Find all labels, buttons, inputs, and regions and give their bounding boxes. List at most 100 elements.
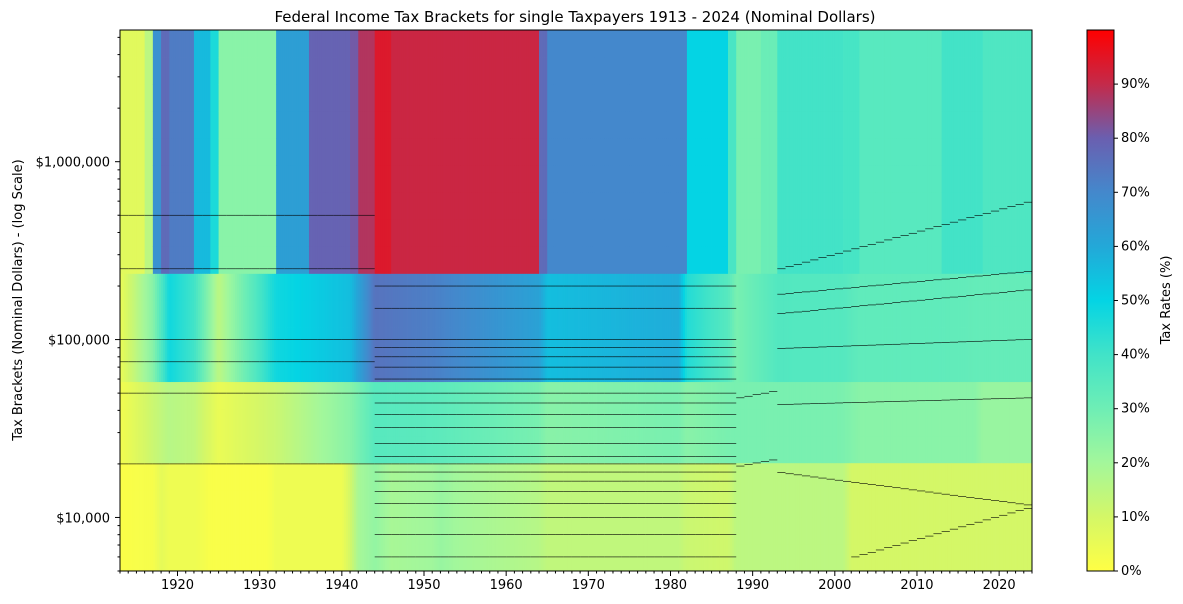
heatmap-cell [549, 516, 552, 545]
heatmap-cell [403, 462, 406, 491]
heatmap-cell [528, 408, 532, 437]
heatmap-cell [399, 300, 402, 328]
heatmap-cell [588, 462, 591, 491]
heatmap-cell [274, 192, 277, 220]
heatmap-cell [389, 192, 392, 220]
heatmap-cell [602, 165, 606, 193]
heatmap-cell [547, 219, 550, 247]
heatmap-cell [267, 273, 271, 301]
heatmap-cell [397, 219, 400, 247]
heatmap-cell [571, 381, 575, 410]
heatmap-cell [360, 138, 363, 166]
heatmap-cell [243, 57, 246, 85]
heatmap-cell [124, 327, 127, 355]
heatmap-cell [374, 219, 378, 247]
heatmap-cell [584, 165, 587, 193]
heatmap-cell [276, 165, 279, 193]
heatmap-cell [522, 300, 526, 328]
heatmap-cell [245, 462, 248, 491]
heatmap-cell [393, 462, 396, 491]
heatmap-cell [625, 57, 628, 85]
heatmap-cell [555, 57, 558, 85]
heatmap-cell [539, 138, 542, 166]
heatmap-cell [130, 354, 133, 383]
heatmap-cell [337, 354, 341, 383]
heatmap-cell [541, 111, 544, 139]
heatmap-cell [532, 381, 536, 410]
heatmap-cell [405, 30, 408, 58]
heatmap-cell [339, 192, 343, 220]
heatmap-cell [594, 462, 597, 491]
heatmap-cell [456, 57, 460, 85]
heatmap-cell [627, 57, 630, 85]
heatmap-cell [520, 57, 523, 85]
heatmap-cell [298, 57, 302, 85]
heatmap-cell [187, 84, 191, 112]
heatmap-cell [156, 300, 160, 328]
heatmap-cell [269, 273, 273, 301]
heatmap-cell [522, 57, 526, 85]
heatmap-cell [631, 543, 634, 571]
heatmap-cell [354, 354, 357, 383]
heatmap-cell [569, 57, 573, 85]
heatmap-cell [323, 84, 326, 112]
heatmap-cell [362, 435, 365, 464]
heatmap-cell [565, 111, 569, 139]
heatmap-cell [421, 138, 425, 166]
heatmap-cell [200, 273, 203, 301]
heatmap-cell [561, 84, 565, 112]
heatmap-cell [120, 30, 123, 58]
heatmap-cell [528, 219, 532, 247]
heatmap-cell [411, 327, 415, 355]
heatmap-cell [407, 381, 411, 410]
heatmap-cell [348, 327, 351, 355]
heatmap-cell [401, 57, 404, 85]
heatmap-cell [216, 462, 219, 491]
heatmap-cell [460, 165, 464, 193]
heatmap-cell [288, 30, 291, 58]
heatmap-cell [265, 327, 269, 355]
heatmap-cell [132, 138, 135, 166]
heatmap-cell [128, 462, 131, 491]
heatmap-cell [489, 327, 493, 355]
heatmap-cell [300, 30, 304, 58]
heatmap-cell [360, 30, 363, 58]
heatmap-cell [274, 138, 277, 166]
heatmap-cell [165, 111, 168, 139]
heatmap-cell [426, 435, 429, 464]
heatmap-cell [241, 462, 244, 491]
heatmap-cell [274, 543, 277, 571]
heatmap-cell [438, 273, 441, 301]
heatmap-cell [304, 219, 308, 247]
heatmap-cell [232, 165, 236, 193]
heatmap-cell [206, 516, 209, 545]
heatmap-cell [578, 219, 581, 247]
heatmap-cell [280, 30, 283, 58]
heatmap-cell [436, 192, 439, 220]
heatmap-cell [485, 408, 489, 437]
heatmap-cell [588, 219, 591, 247]
heatmap-cell [596, 246, 599, 274]
heatmap-cell [413, 246, 417, 274]
heatmap-cell [471, 246, 474, 274]
heatmap-cell [448, 327, 452, 355]
heatmap-cell [477, 354, 480, 383]
heatmap-cell [495, 543, 499, 571]
heatmap-cell [323, 273, 326, 301]
heatmap-cell [343, 246, 347, 274]
heatmap-cell [504, 273, 507, 301]
heatmap-cell [134, 219, 137, 247]
heatmap-cell [362, 138, 365, 166]
heatmap-cell [341, 381, 345, 410]
heatmap-cell [463, 138, 466, 166]
heatmap-cell [421, 354, 425, 383]
heatmap-cell [481, 543, 484, 571]
heatmap-cell [452, 327, 456, 355]
heatmap-cell [148, 57, 152, 85]
heatmap-cell [257, 57, 261, 85]
heatmap-cell [512, 30, 515, 58]
heatmap-cell [553, 57, 556, 85]
heatmap-cell [506, 543, 509, 571]
heatmap-cell [596, 273, 599, 301]
heatmap-cell [348, 381, 351, 410]
